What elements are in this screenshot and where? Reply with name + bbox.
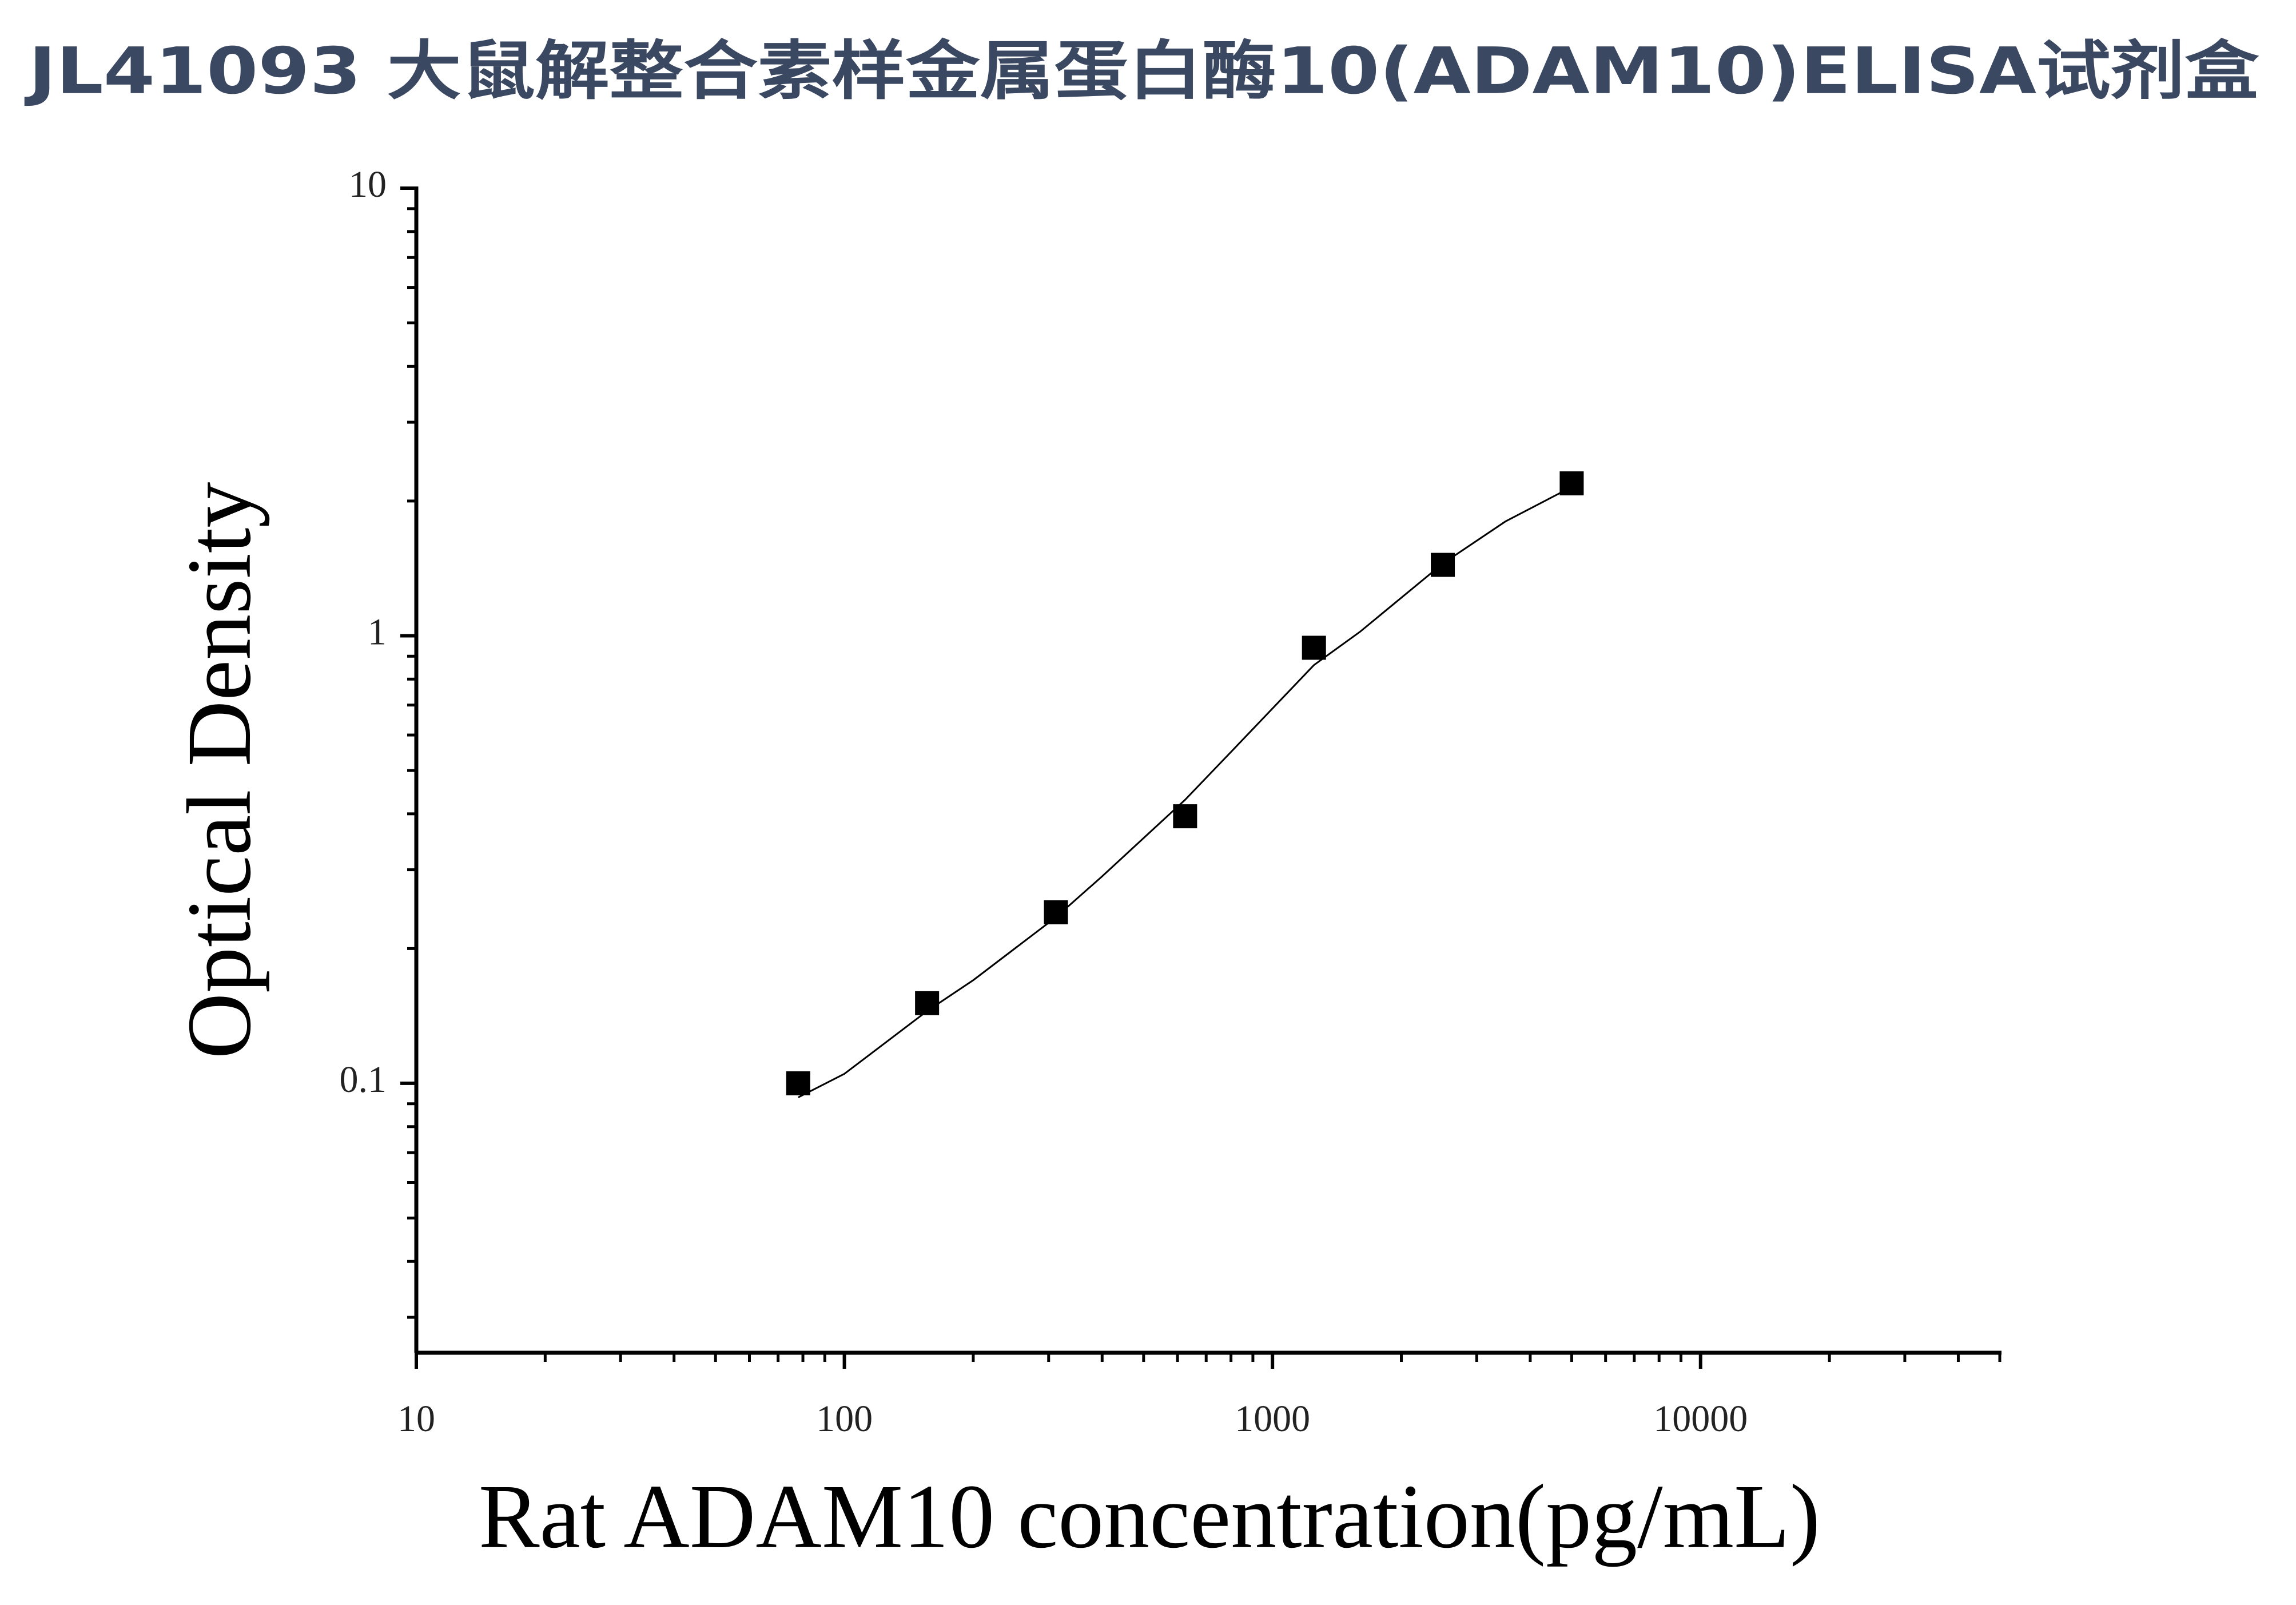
data-point: [915, 991, 940, 1015]
y-tick-label: 10: [349, 164, 387, 205]
y-axis-label: Optical Density: [168, 482, 270, 1059]
data-point: [1044, 900, 1068, 925]
data-point: [1559, 471, 1584, 496]
x-tick-label: 1000: [1235, 1398, 1310, 1440]
chart-title: JL41093 大鼠解整合素样金属蛋白酶10(ADAM10)ELISA试剂盒: [24, 34, 2259, 109]
data-point: [1431, 553, 1455, 577]
x-axis-label: Rat ADAM10 concentration(pg/mL): [479, 1465, 1820, 1567]
data-point: [1302, 635, 1326, 660]
data-point: [1173, 804, 1197, 829]
data-point: [786, 1071, 810, 1095]
x-tick-label: 10: [397, 1398, 435, 1440]
fit-curve: [798, 486, 1573, 1098]
x-tick-label: 10000: [1653, 1398, 1748, 1440]
y-tick-label: 1: [368, 611, 387, 653]
y-tick-label: 0.1: [340, 1059, 387, 1101]
x-tick-label: 100: [816, 1398, 873, 1440]
